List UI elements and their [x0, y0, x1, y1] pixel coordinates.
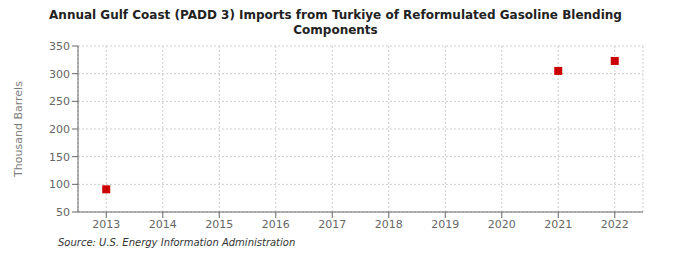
html-text:Source: U.S. Energy Informatio: Source: U.S. Energy Information Administ…	[58, 237, 296, 248]
svg-text:100: 100	[49, 178, 70, 191]
svg-text:2014: 2014	[149, 218, 177, 231]
svg-text:2019: 2019	[431, 218, 459, 231]
svg-text:300: 300	[49, 68, 70, 81]
svg-text:2022: 2022	[601, 218, 629, 231]
svg-text:2013: 2013	[92, 218, 120, 231]
svg-text:200: 200	[49, 123, 70, 136]
svg-text:Thousand Barrels: Thousand Barrels	[12, 81, 25, 178]
svg-text:2015: 2015	[205, 218, 233, 231]
svg-text:350: 350	[49, 40, 70, 53]
svg-text:2016: 2016	[262, 218, 290, 231]
svg-text:2021: 2021	[544, 218, 572, 231]
svg-text:2020: 2020	[488, 218, 516, 231]
svg-text:50: 50	[56, 206, 70, 219]
svg-text:250: 250	[49, 95, 70, 108]
svg-text:2017: 2017	[318, 218, 346, 231]
html-text:Components: Components	[293, 23, 378, 37]
svg-text:2018: 2018	[375, 218, 403, 231]
html-text:Annual Gulf Coast (PADD 3) Imp: Annual Gulf Coast (PADD 3) Imports from …	[49, 8, 622, 22]
svg-text:150: 150	[49, 151, 70, 164]
